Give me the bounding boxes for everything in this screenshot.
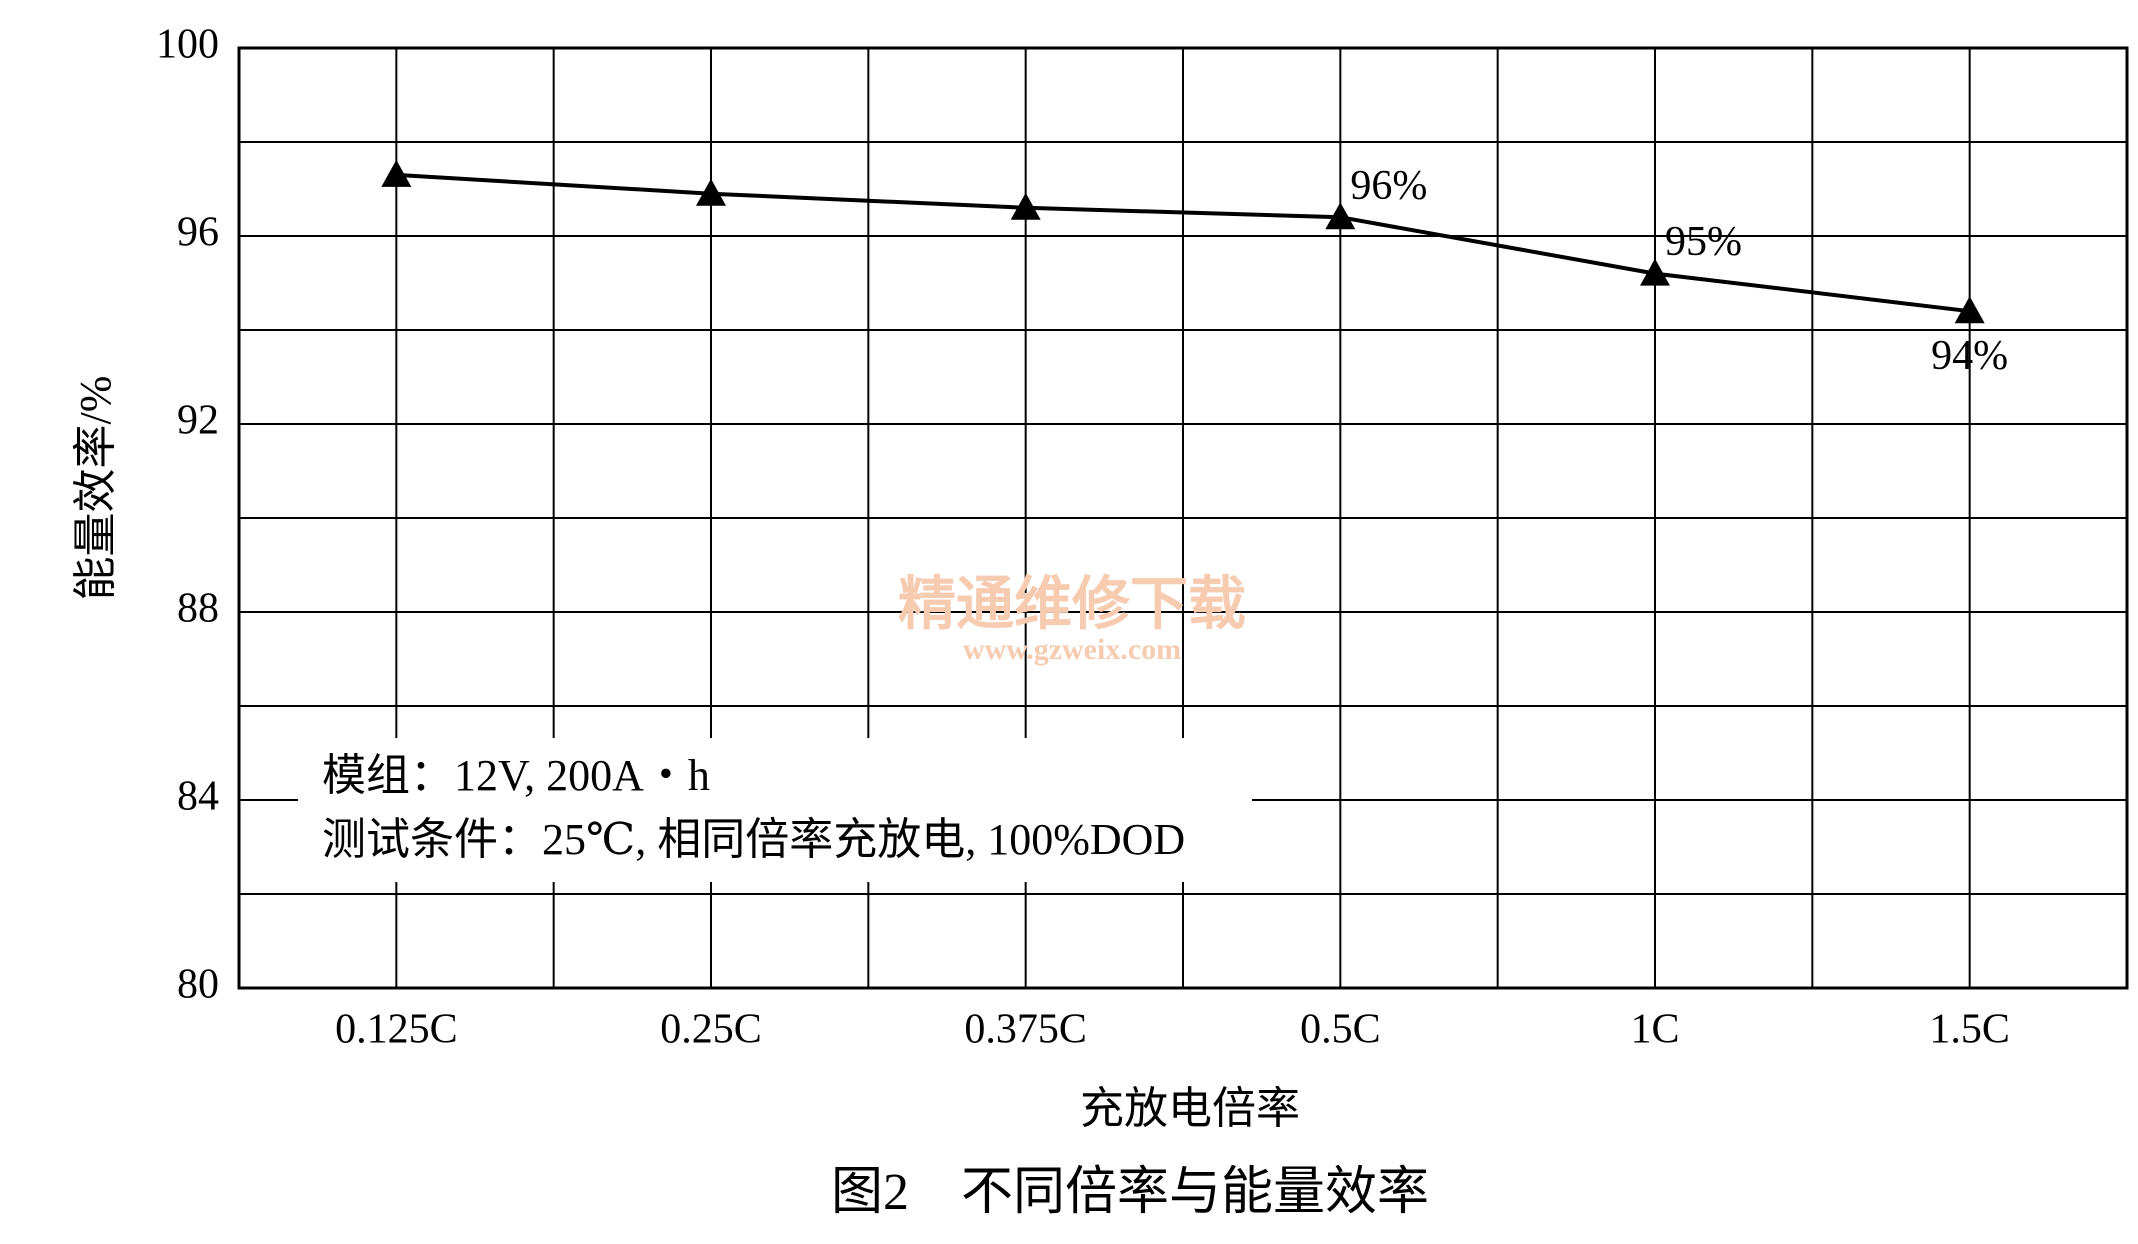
y-tick-label: 88 [177, 586, 219, 632]
marker [1954, 296, 1985, 324]
x-tick-label: 0.25C [660, 1007, 762, 1053]
annotation: 模组：12V, 200A・h [322, 751, 710, 800]
x-tick-label: 1.5C [1929, 1007, 2010, 1053]
data-label: 96% [1350, 163, 1427, 209]
marker [1010, 192, 1041, 220]
marker [1325, 202, 1356, 230]
x-tick-label: 0.5C [1300, 1007, 1381, 1053]
data-label: 94% [1931, 333, 2008, 379]
data-label: 95% [1665, 219, 1742, 265]
x-tick-label: 1C [1630, 1007, 1679, 1053]
plot-frame [237, 46, 2129, 990]
series-line [396, 172, 1970, 314]
y-tick-label: 100 [156, 22, 219, 68]
marker [1640, 258, 1670, 286]
y-tick-label: 96 [177, 210, 219, 256]
x-tick-label: 0.375C [964, 1007, 1087, 1053]
annotation: 测试条件：25℃, 相同倍率充放电, 100%DOD [322, 815, 1185, 864]
y-tick-label: 84 [177, 774, 219, 820]
x-tick-label: 0.125C [335, 1007, 458, 1053]
y-tick-label: 92 [177, 398, 219, 444]
watermark: www.gzweix.com [963, 633, 1181, 666]
watermark: 精通维修下载 [898, 571, 1246, 636]
annotation-box [298, 738, 1252, 882]
marker [696, 178, 726, 206]
y-tick-label: 80 [177, 962, 219, 1008]
x-axis-title: 充放电倍率 [1080, 1084, 1300, 1133]
chart-title: 图2 不同倍率与能量效率 [831, 1164, 1429, 1221]
y-axis-title: 能量效率/% [71, 376, 120, 601]
marker [381, 159, 412, 187]
